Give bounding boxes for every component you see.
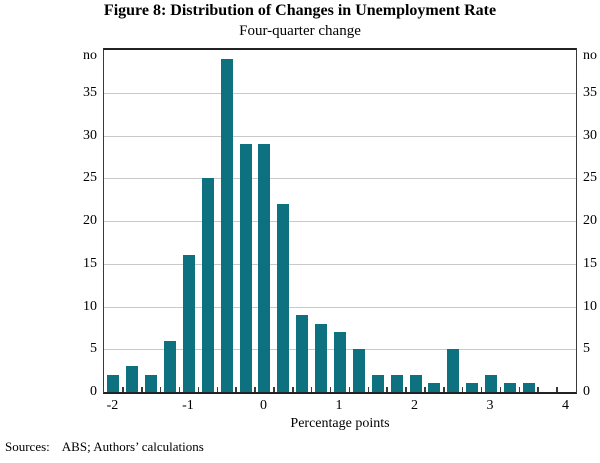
x-axis-minor-tick [480, 387, 483, 392]
x-axis-minor-tick [424, 387, 426, 392]
histogram-bar [466, 383, 479, 392]
x-axis-labels: -2 -1 0 1 2 3 4 [103, 398, 577, 414]
histogram-bar [447, 349, 460, 392]
y-axis-label-left: 10 [83, 298, 97, 314]
figure-title: Figure 8: Distribution of Changes in Une… [103, 2, 497, 19]
x-axis-minor-tick [386, 387, 388, 392]
x-axis-minor-tick [216, 387, 219, 392]
histogram-bar [107, 374, 120, 392]
gridline-y30 [104, 135, 576, 137]
x-axis-minor-tick [292, 387, 294, 392]
gridline-y15 [104, 263, 576, 265]
histogram-bar [126, 366, 139, 392]
y-axis-label-right: 20 [583, 213, 597, 228]
y-axis-labels-right: 0 5 10 15 20 25 30 35 no [583, 48, 600, 399]
x-axis-minor-tick [348, 387, 351, 392]
y-axis-label-right: 30 [583, 127, 597, 143]
x-axis-minor-tick [367, 387, 370, 392]
x-axis-label: -1 [182, 398, 194, 413]
histogram-bar [239, 144, 252, 392]
x-axis-minor-tick [499, 387, 502, 392]
y-axis-unit-label-left: no [83, 48, 97, 63]
histogram-bar [390, 374, 403, 392]
histogram-bar [145, 374, 158, 392]
x-axis-minor-tick [518, 387, 521, 392]
figure-subtitle: Four-quarter change [239, 23, 361, 39]
y-axis-label-left: 0 [90, 384, 97, 399]
histogram-bar [503, 383, 516, 392]
y-axis-labels-left: 0 5 10 15 20 25 30 35 no [60, 48, 97, 399]
x-axis-label: 3 [486, 398, 494, 413]
x-axis-minor-tick [329, 387, 332, 392]
histogram-bar [201, 178, 214, 392]
histogram-bar [258, 144, 271, 392]
y-axis-label-left: 30 [83, 127, 97, 143]
x-axis-minor-tick [556, 387, 558, 392]
histogram-bar [182, 255, 195, 392]
sources-label: Sources: [5, 439, 50, 454]
x-axis-label: -2 [106, 398, 119, 413]
y-axis-unit-label-right: no [583, 48, 597, 63]
y-axis-label-left: 25 [83, 170, 97, 186]
histogram-bar [371, 374, 384, 392]
histogram-bar [277, 203, 290, 392]
histogram-bar [409, 374, 422, 392]
x-axis-title: Percentage points [290, 416, 390, 431]
y-axis-label-right: 15 [583, 255, 597, 271]
y-axis-label-left: 20 [83, 213, 97, 228]
x-axis-minor-tick [178, 387, 181, 392]
y-axis-label-left: 35 [83, 84, 97, 100]
x-axis-minor-tick [443, 387, 445, 392]
x-axis-minor-tick [310, 387, 313, 392]
x-axis-label: 2 [411, 398, 419, 413]
histogram-bar [428, 383, 441, 392]
x-axis-minor-tick [141, 387, 143, 392]
gridline-y35 [104, 92, 576, 94]
gridline-y20 [104, 221, 576, 222]
sources-line: Sources: ABS; Authors’ calculations [5, 439, 204, 455]
x-axis-minor-tick [122, 387, 124, 392]
plot-area [103, 48, 577, 394]
x-axis-label: 1 [335, 398, 343, 413]
x-axis-minor-tick [254, 387, 256, 392]
x-axis-minor-tick [235, 387, 237, 392]
y-axis-label-left: 5 [90, 341, 97, 357]
histogram-bar [164, 340, 177, 392]
y-axis-label-left: 15 [83, 255, 97, 271]
y-axis-label-right: 0 [583, 384, 590, 399]
x-axis-minor-tick [537, 387, 539, 392]
histogram-bar [334, 332, 346, 392]
x-axis-label: 4 [562, 398, 570, 413]
histogram-bar [315, 323, 328, 392]
histogram-bar [220, 58, 233, 392]
gridline-y25 [104, 178, 576, 180]
gridline-y10 [104, 306, 576, 308]
x-axis-minor-tick [461, 387, 464, 392]
x-axis-label: 0 [259, 398, 267, 413]
sources-text: ABS; Authors’ calculations [61, 439, 204, 454]
y-axis-label-right: 10 [583, 298, 597, 314]
x-axis-minor-tick [273, 387, 275, 392]
x-axis-minor-tick [159, 387, 162, 392]
histogram-bar [522, 383, 535, 392]
y-axis-label-right: 25 [583, 170, 597, 186]
x-axis-minor-tick [197, 387, 200, 392]
y-axis-label-right: 5 [583, 341, 590, 357]
histogram-bar [352, 349, 365, 392]
x-axis-minor-tick [405, 387, 407, 392]
y-axis-label-right: 35 [583, 84, 597, 100]
histogram-bar [296, 315, 309, 392]
histogram-bar [485, 374, 498, 392]
